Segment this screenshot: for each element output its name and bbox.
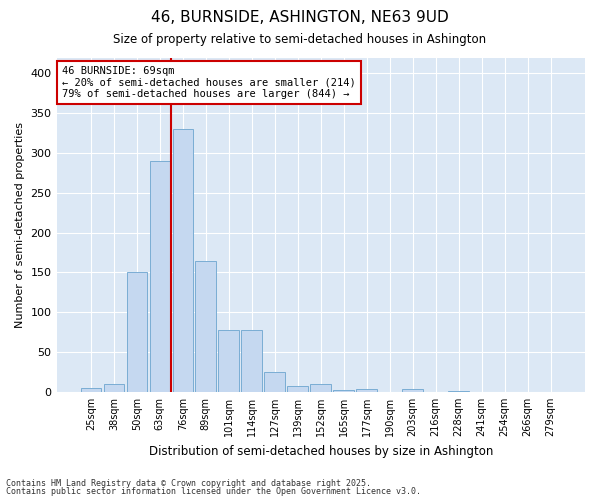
Text: Size of property relative to semi-detached houses in Ashington: Size of property relative to semi-detach… [113,32,487,46]
Bar [218,330,239,392]
Text: Contains public sector information licensed under the Open Government Licence v3: Contains public sector information licen… [6,487,421,496]
Bar [149,161,170,392]
Bar [80,388,101,392]
Bar [403,388,423,392]
Text: 46, BURNSIDE, ASHINGTON, NE63 9UD: 46, BURNSIDE, ASHINGTON, NE63 9UD [151,10,449,25]
Text: Contains HM Land Registry data © Crown copyright and database right 2025.: Contains HM Land Registry data © Crown c… [6,478,371,488]
Bar [334,390,354,392]
Bar [241,330,262,392]
Bar [287,386,308,392]
Bar [265,372,285,392]
Bar [127,272,147,392]
Bar [173,129,193,392]
Bar [310,384,331,392]
Bar [356,388,377,392]
Bar [196,260,216,392]
Y-axis label: Number of semi-detached properties: Number of semi-detached properties [15,122,25,328]
Bar [448,391,469,392]
X-axis label: Distribution of semi-detached houses by size in Ashington: Distribution of semi-detached houses by … [149,444,493,458]
Bar [104,384,124,392]
Text: 46 BURNSIDE: 69sqm
← 20% of semi-detached houses are smaller (214)
79% of semi-d: 46 BURNSIDE: 69sqm ← 20% of semi-detache… [62,66,356,99]
